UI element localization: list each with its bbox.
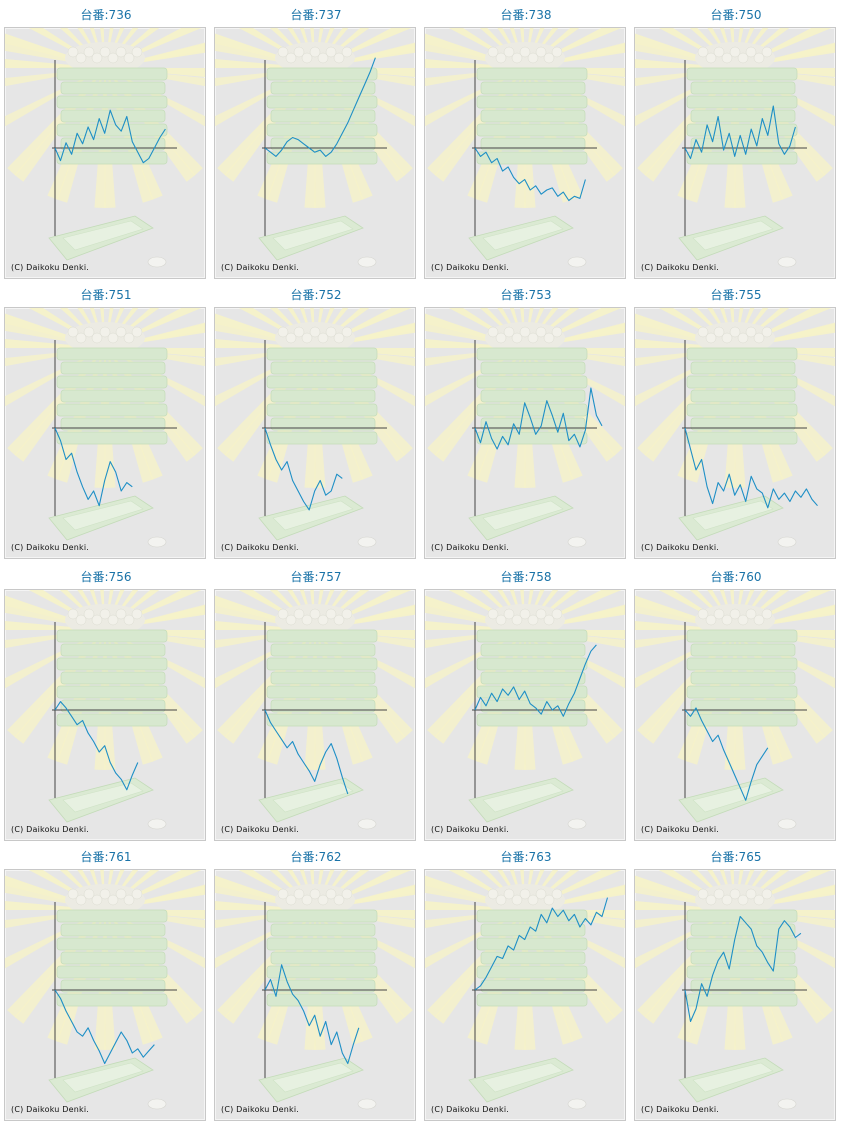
data-line-758 bbox=[474, 644, 597, 717]
background-art bbox=[215, 28, 415, 268]
chart-frame: (C) Daikoku Denki. bbox=[4, 27, 206, 279]
chart-frame: (C) Daikoku Denki. bbox=[214, 27, 416, 279]
data-line-763 bbox=[474, 897, 609, 991]
background-art bbox=[635, 308, 835, 548]
chart-svg bbox=[635, 28, 835, 268]
chart-frame: (C) Daikoku Denki. bbox=[424, 307, 626, 559]
background-art bbox=[215, 308, 415, 548]
chart-frame: (C) Daikoku Denki. bbox=[424, 589, 626, 841]
chart-svg bbox=[215, 28, 415, 268]
background-art bbox=[425, 308, 625, 548]
chart-frame: (C) Daikoku Denki. bbox=[214, 307, 416, 559]
chart-svg bbox=[635, 870, 835, 1110]
chart-svg bbox=[425, 870, 625, 1110]
machine-label-link[interactable]: 台番:765 bbox=[710, 850, 762, 864]
chart-svg bbox=[425, 590, 625, 830]
copyright-text: (C) Daikoku Denki. bbox=[11, 1105, 90, 1114]
chart-svg bbox=[215, 870, 415, 1110]
machine-label-link[interactable]: 台番:737 bbox=[290, 8, 342, 22]
copyright-text: (C) Daikoku Denki. bbox=[221, 825, 300, 834]
data-line-753 bbox=[474, 387, 603, 450]
data-line-765 bbox=[684, 915, 802, 1023]
background-art bbox=[5, 870, 205, 1110]
machine-label-link[interactable]: 台番:763 bbox=[500, 850, 552, 864]
chart-frame: (C) Daikoku Denki. bbox=[214, 869, 416, 1121]
copyright-text: (C) Daikoku Denki. bbox=[11, 543, 90, 552]
machine-label-link[interactable]: 台番:761 bbox=[80, 850, 132, 864]
data-line-755 bbox=[684, 427, 818, 509]
chart-svg bbox=[5, 308, 205, 548]
copyright-text: (C) Daikoku Denki. bbox=[221, 1105, 300, 1114]
copyright-text: (C) Daikoku Denki. bbox=[431, 1105, 510, 1114]
data-line-750 bbox=[684, 105, 796, 160]
chart-frame: (C) Daikoku Denki. bbox=[634, 589, 836, 841]
machine-label-link[interactable]: 台番:752 bbox=[290, 288, 342, 302]
chart-frame: (C) Daikoku Denki. bbox=[214, 589, 416, 841]
data-line-762 bbox=[264, 964, 360, 1065]
data-line-738 bbox=[474, 147, 586, 202]
copyright-text: (C) Daikoku Denki. bbox=[641, 543, 720, 552]
chart-svg bbox=[215, 590, 415, 830]
copyright-text: (C) Daikoku Denki. bbox=[11, 263, 90, 272]
chart-svg bbox=[5, 28, 205, 268]
data-line-751 bbox=[54, 427, 133, 507]
copyright-text: (C) Daikoku Denki. bbox=[11, 825, 90, 834]
machine-label-link[interactable]: 台番:758 bbox=[500, 570, 552, 584]
machine-label-link[interactable]: 台番:757 bbox=[290, 570, 342, 584]
copyright-text: (C) Daikoku Denki. bbox=[221, 263, 300, 272]
machine-label-link[interactable]: 台番:756 bbox=[80, 570, 132, 584]
chart-frame: (C) Daikoku Denki. bbox=[634, 307, 836, 559]
machine-label-link[interactable]: 台番:760 bbox=[710, 570, 762, 584]
chart-svg bbox=[5, 870, 205, 1110]
copyright-text: (C) Daikoku Denki. bbox=[641, 263, 720, 272]
background-art bbox=[425, 590, 625, 830]
data-line-757 bbox=[264, 709, 349, 795]
chart-svg bbox=[635, 308, 835, 548]
chart-svg bbox=[635, 590, 835, 830]
chart-svg bbox=[425, 308, 625, 548]
chart-frame: (C) Daikoku Denki. bbox=[424, 27, 626, 279]
machine-label-link[interactable]: 台番:751 bbox=[80, 288, 132, 302]
data-line-756 bbox=[54, 701, 139, 791]
chart-frame: (C) Daikoku Denki. bbox=[4, 589, 206, 841]
data-line-752 bbox=[264, 427, 343, 511]
chart-frame: (C) Daikoku Denki. bbox=[4, 869, 206, 1121]
chart-svg bbox=[5, 590, 205, 830]
data-line-736 bbox=[54, 109, 166, 164]
copyright-text: (C) Daikoku Denki. bbox=[641, 825, 720, 834]
chart-frame: (C) Daikoku Denki. bbox=[4, 307, 206, 559]
data-line-737 bbox=[264, 57, 376, 157]
chart-svg bbox=[425, 28, 625, 268]
chart-frame: (C) Daikoku Denki. bbox=[634, 869, 836, 1121]
machine-label-link[interactable]: 台番:753 bbox=[500, 288, 552, 302]
background-art bbox=[5, 590, 205, 830]
machine-label-link[interactable]: 台番:736 bbox=[80, 8, 132, 22]
machine-label-link[interactable]: 台番:750 bbox=[710, 8, 762, 22]
chart-frame: (C) Daikoku Denki. bbox=[634, 27, 836, 279]
data-line-761 bbox=[54, 989, 155, 1065]
chart-svg bbox=[215, 308, 415, 548]
copyright-text: (C) Daikoku Denki. bbox=[431, 543, 510, 552]
machine-label-link[interactable]: 台番:762 bbox=[290, 850, 342, 864]
chart-frame: (C) Daikoku Denki. bbox=[424, 869, 626, 1121]
copyright-text: (C) Daikoku Denki. bbox=[431, 263, 510, 272]
copyright-text: (C) Daikoku Denki. bbox=[221, 543, 300, 552]
copyright-text: (C) Daikoku Denki. bbox=[431, 825, 510, 834]
data-line-760 bbox=[684, 707, 769, 801]
background-art bbox=[425, 28, 625, 268]
copyright-text: (C) Daikoku Denki. bbox=[641, 1105, 720, 1114]
background-art bbox=[215, 590, 415, 830]
machine-label-link[interactable]: 台番:755 bbox=[710, 288, 762, 302]
background-art bbox=[5, 308, 205, 548]
background-art bbox=[635, 28, 835, 268]
machine-label-link[interactable]: 台番:738 bbox=[500, 8, 552, 22]
